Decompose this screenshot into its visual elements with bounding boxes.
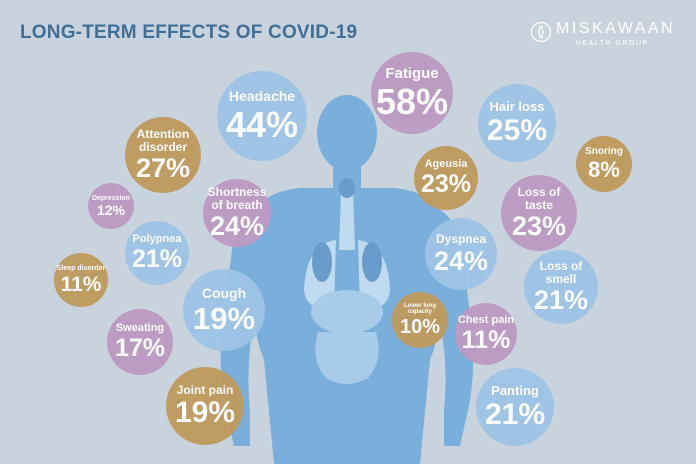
bubble-value: 27%: [135, 153, 191, 184]
bubble-label: Loss of smell: [539, 258, 583, 286]
bubble-value: 21%: [533, 285, 589, 316]
bubble-label: Fatigue: [385, 64, 439, 82]
bubble-value: 12%: [96, 202, 126, 219]
bubble-label: Ageusia: [424, 157, 468, 170]
bubble-lower-lung-capacity: Lower lung capacity 10%: [392, 292, 448, 348]
bubble-shortness-of-breath: Shortness of breath 24%: [203, 179, 271, 247]
bubble-headache: Headache 44%: [217, 71, 307, 161]
bubble-chest-pain: Chest pain 11%: [455, 303, 517, 365]
bubble-depression: Depression 12%: [88, 183, 134, 229]
bubble-label: Depression: [91, 194, 131, 202]
logo-subtitle: HEALTH GROUP: [576, 40, 649, 47]
bubble-label: Attention disorder: [136, 126, 190, 154]
bubble-loss-of-smell: Loss of smell 21%: [524, 250, 598, 324]
bubble-joint-pain: Joint pain 19%: [166, 367, 244, 445]
bubble-sleep-disorder: Sleep disorder 11%: [54, 253, 108, 307]
bubble-hair-loss: Hair loss 25%: [478, 84, 556, 162]
bubble-panting: Panting 21%: [476, 368, 554, 446]
bubble-cough: Cough 19%: [183, 269, 265, 351]
bubble-label: Joint pain: [176, 382, 234, 397]
bubble-value: 44%: [225, 103, 299, 145]
bubble-value: 24%: [433, 245, 489, 276]
bubble-label: Loss of taste: [517, 184, 561, 212]
bubble-label: Polypnea: [132, 232, 182, 245]
bubble-value: 24%: [209, 211, 265, 242]
bubble-label: Sweating: [115, 321, 165, 334]
logo-name: MISKAWAAN: [556, 20, 676, 37]
bubble-label: Hair loss: [489, 99, 545, 115]
bubble-value: 23%: [511, 211, 567, 242]
bubble-label: Shortness of breath: [207, 184, 267, 212]
bubble-value: 21%: [131, 245, 183, 274]
bubble-ageusia: Ageusia 23%: [414, 146, 478, 210]
bubble-label: Chest pain: [457, 313, 515, 326]
bubble-value: 19%: [192, 300, 256, 336]
miskawaan-logo: MISKAWAAN HEALTH GROUP: [530, 20, 680, 52]
bubble-value: 11%: [461, 326, 511, 355]
page-title: LONG-TERM EFFECTS OF COVID-19: [20, 22, 358, 43]
bubble-fatigue: Fatigue 58%: [371, 52, 453, 134]
bubble-label: Sleep disorder: [56, 264, 106, 272]
bubble-value: 17%: [114, 334, 166, 363]
bubble-attention-disorder: Attention disorder 27%: [125, 117, 201, 193]
bubble-value: 25%: [486, 113, 548, 147]
bubble-label: Panting: [491, 383, 539, 399]
bubble-value: 8%: [588, 157, 620, 183]
bubble-label: Dyspnea: [435, 232, 487, 247]
bubble-value: 19%: [174, 396, 236, 430]
bubble-value: 23%: [420, 170, 472, 199]
bubble-polypnea: Polypnea 21%: [125, 221, 189, 285]
bubble-dyspnea: Dyspnea 24%: [425, 218, 497, 290]
lotus-logo-icon: [530, 21, 552, 43]
bubble-value: 10%: [399, 316, 441, 339]
bubble-snoring: Snoring 8%: [576, 136, 632, 192]
bubble-sweating: Sweating 17%: [107, 309, 173, 375]
bubble-value: 21%: [484, 397, 546, 431]
bubble-value: 11%: [60, 273, 102, 297]
bubble-label: Cough: [201, 285, 247, 302]
bubble-label: Snoring: [585, 145, 623, 157]
bubble-loss-of-taste: Loss of taste 23%: [501, 175, 577, 251]
bubble-value: 58%: [375, 81, 449, 123]
bubble-label: Lower lung capacity: [404, 302, 436, 315]
bubble-label: Headache: [228, 88, 296, 105]
